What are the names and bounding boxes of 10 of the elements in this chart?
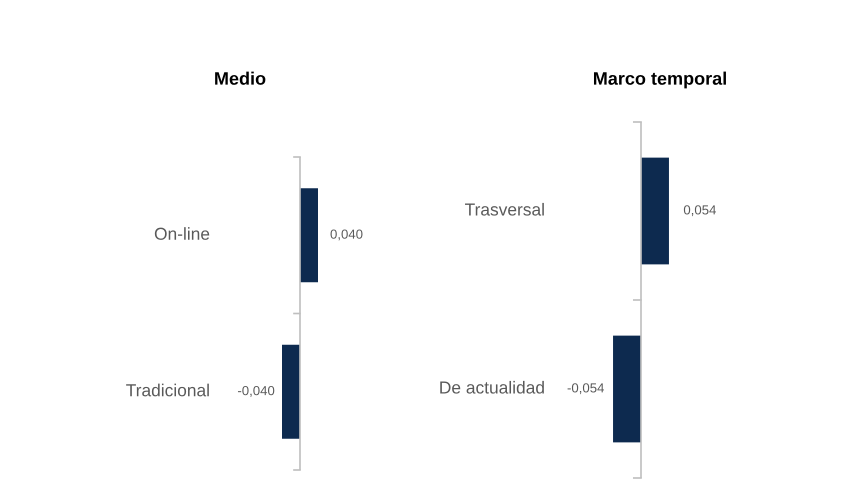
data-label: 0,040	[330, 229, 362, 240]
data-label: -0,040	[238, 386, 274, 397]
y-tick-label: On-line	[154, 227, 210, 240]
y-tick-label: Trasversal	[465, 202, 544, 216]
data-label: -0,054	[568, 383, 604, 394]
chart-title: Medio	[215, 72, 266, 85]
y-tick-label: Tradicional	[126, 384, 209, 396]
y-tick-label: De actualidad	[440, 380, 544, 394]
chart-title: Marco temporal	[594, 72, 726, 88]
data-label: 0,054	[684, 205, 716, 216]
